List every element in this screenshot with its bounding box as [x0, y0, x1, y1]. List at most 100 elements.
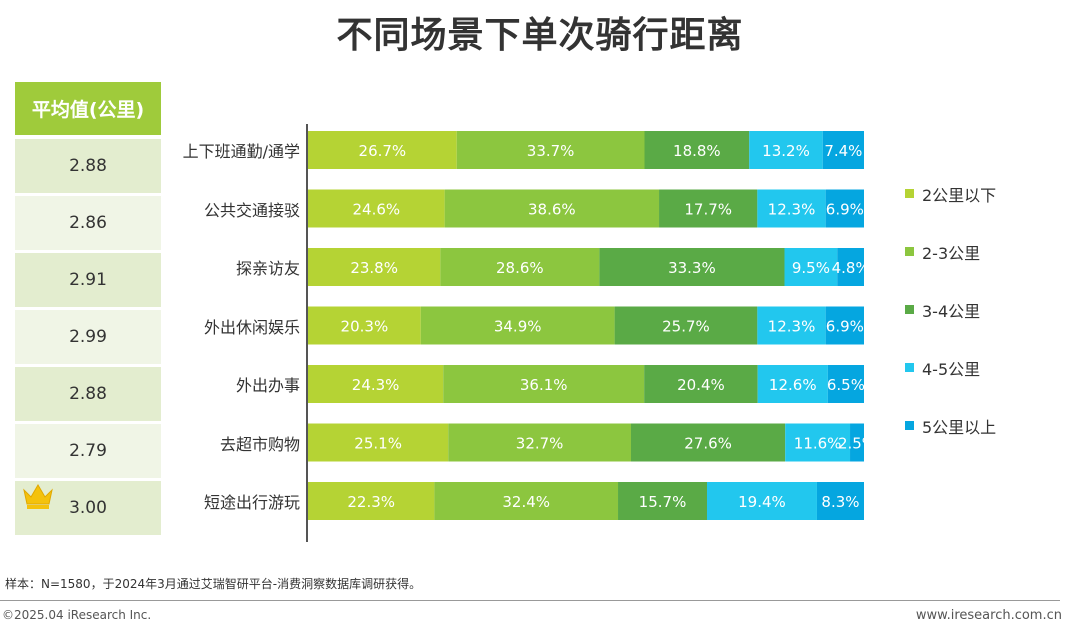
legend-item: 4-5公里 — [905, 356, 1055, 414]
bar-value-label: 6.9% — [826, 201, 864, 219]
bar-value-label: 6.5% — [827, 376, 865, 394]
bar-value-label: 32.4% — [502, 493, 550, 511]
bar-value-label: 13.2% — [762, 142, 810, 160]
bar-segment — [785, 423, 851, 462]
bar-value-label: 23.8% — [350, 259, 398, 277]
bar-segment — [825, 189, 864, 228]
legend-swatch — [905, 421, 914, 430]
bar-segment — [308, 189, 445, 228]
sample-note: 样本：N=1580，于2024年3月通过艾瑞智研平台-消费洞察数据库调研获得。 — [5, 577, 422, 591]
legend-swatch — [905, 363, 914, 372]
bar-segment — [659, 189, 758, 228]
bar-segment — [599, 248, 785, 286]
legend: 2公里以下 2-3公里 3-4公里 4-5公里 5公里以上 — [905, 182, 1055, 472]
bar-value-label: 9.5% — [792, 259, 830, 277]
bar-segment — [308, 423, 449, 462]
bar-segment — [757, 189, 826, 228]
bar-value-label: 12.6% — [769, 376, 817, 394]
bar-segment — [837, 248, 864, 286]
bar-segment — [707, 482, 817, 520]
bar-segment — [443, 365, 645, 403]
bar-value-label: 33.7% — [527, 142, 575, 160]
bar-segment — [822, 131, 864, 169]
category-label: 去超市购物 — [219, 434, 300, 454]
bar-segment — [308, 131, 457, 169]
bar-segment — [816, 482, 864, 520]
legend-label: 3-4公里 — [922, 302, 981, 321]
bar-value-label: 12.3% — [768, 318, 816, 336]
bar-segment — [827, 365, 864, 403]
average-value-cell: 2.88 — [15, 367, 161, 421]
bar-value-label: 11.6% — [794, 435, 842, 453]
bar-value-label: 2.5% — [838, 435, 876, 453]
bar-value-label: 27.6% — [684, 435, 732, 453]
legend-swatch — [905, 247, 914, 256]
bar-segment — [308, 365, 444, 403]
y-axis-line — [306, 124, 308, 542]
bar-segment — [757, 365, 828, 403]
bar-value-label: 20.3% — [341, 318, 389, 336]
bar-value-label: 36.1% — [520, 376, 568, 394]
bar-value-label: 25.1% — [354, 435, 402, 453]
bar-value-label: 22.3% — [347, 493, 395, 511]
category-label: 外出休闲娱乐 — [203, 317, 300, 337]
bar-segment — [757, 306, 826, 345]
bar-value-label: 24.3% — [352, 376, 400, 394]
bar-segment — [850, 423, 864, 462]
legend-label: 2-3公里 — [922, 244, 981, 263]
bar-value-label: 6.9% — [826, 318, 864, 336]
bar-segment — [825, 306, 864, 345]
bar-segment — [308, 482, 435, 520]
bar-value-label: 28.6% — [496, 259, 544, 277]
bar-value-label: 15.7% — [639, 493, 687, 511]
category-label: 探亲访友 — [235, 259, 300, 278]
bar-value-label: 24.6% — [352, 201, 400, 219]
bar-segment — [630, 423, 786, 462]
category-label: 上下班通勤/通学 — [182, 142, 300, 161]
bar-segment — [749, 131, 823, 169]
footer-divider — [0, 600, 1060, 601]
average-value-cell: 2.79 — [15, 424, 161, 478]
bar-segment — [644, 131, 750, 169]
legend-swatch — [905, 305, 914, 314]
bar-value-label: 26.7% — [359, 142, 407, 160]
legend-item: 3-4公里 — [905, 298, 1055, 356]
legend-item: 5公里以上 — [905, 414, 1055, 472]
average-value-cell: 2.91 — [15, 253, 161, 307]
chart-title: 不同场景下单次骑行距离 — [336, 15, 744, 56]
average-value-cell: 2.99 — [15, 310, 161, 364]
bar-segment — [456, 131, 645, 169]
bar-segment — [308, 306, 421, 345]
bar-segment — [440, 248, 600, 286]
bar-segment — [420, 306, 615, 345]
bar-segment — [644, 365, 758, 403]
bar-segment — [434, 482, 619, 520]
bar-value-label: 12.3% — [768, 201, 816, 219]
bar-value-label: 7.4% — [824, 142, 862, 160]
bar-value-label: 8.3% — [821, 493, 859, 511]
bar-segment — [448, 423, 631, 462]
bar-value-label: 38.6% — [528, 201, 576, 219]
legend-label: 5公里以上 — [922, 418, 997, 437]
legend-swatch — [905, 189, 914, 198]
bar-value-label: 4.8% — [832, 259, 870, 277]
website-link[interactable]: www.iresearch.com.cn — [915, 608, 1062, 623]
legend-item: 2-3公里 — [905, 240, 1055, 298]
bar-value-label: 25.7% — [662, 318, 710, 336]
bar-value-label: 34.9% — [494, 318, 542, 336]
legend-label: 2公里以下 — [922, 186, 997, 205]
bar-segment — [614, 306, 758, 345]
average-value-cell: 2.88 — [15, 139, 161, 193]
bar-segment — [444, 189, 660, 228]
legend-label: 4-5公里 — [922, 360, 981, 379]
bar-value-label: 32.7% — [516, 435, 564, 453]
average-table-header: 平均值(公里) — [15, 82, 161, 135]
bar-value-label: 20.4% — [677, 376, 725, 394]
bar-value-label: 17.7% — [684, 201, 732, 219]
category-label: 短途出行游玩 — [203, 493, 300, 512]
category-label: 公共交通接驳 — [203, 200, 300, 220]
bar-segment — [308, 248, 441, 286]
bar-segment — [618, 482, 707, 520]
bar-value-label: 19.4% — [738, 493, 786, 511]
